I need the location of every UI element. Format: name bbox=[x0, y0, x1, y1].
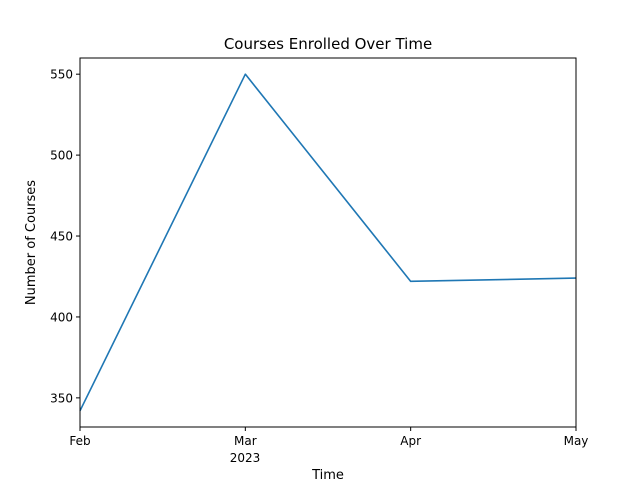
y-tick-label: 400 bbox=[50, 310, 73, 324]
plot-area: 350 400 450 500 550 Feb Mar Apr May bbox=[50, 68, 588, 448]
plot-frame bbox=[79, 57, 577, 428]
x-axis-label: Time bbox=[311, 468, 344, 480]
y-tick-label: 450 bbox=[50, 230, 73, 244]
chart-title: Courses Enrolled Over Time bbox=[224, 35, 432, 53]
y-tick-label: 550 bbox=[50, 68, 73, 82]
series-line bbox=[79, 73, 577, 412]
x-tick-label: Apr bbox=[400, 434, 421, 448]
x-tick-label: May bbox=[564, 434, 589, 448]
x-tick-label: Mar bbox=[234, 434, 257, 448]
x-tick-label: Feb bbox=[69, 434, 90, 448]
y-axis-label: Number of Courses bbox=[24, 180, 39, 305]
x-year-label: 2023 bbox=[230, 451, 261, 465]
y-tick-label: 350 bbox=[50, 391, 73, 405]
y-tick-label: 500 bbox=[50, 149, 73, 163]
